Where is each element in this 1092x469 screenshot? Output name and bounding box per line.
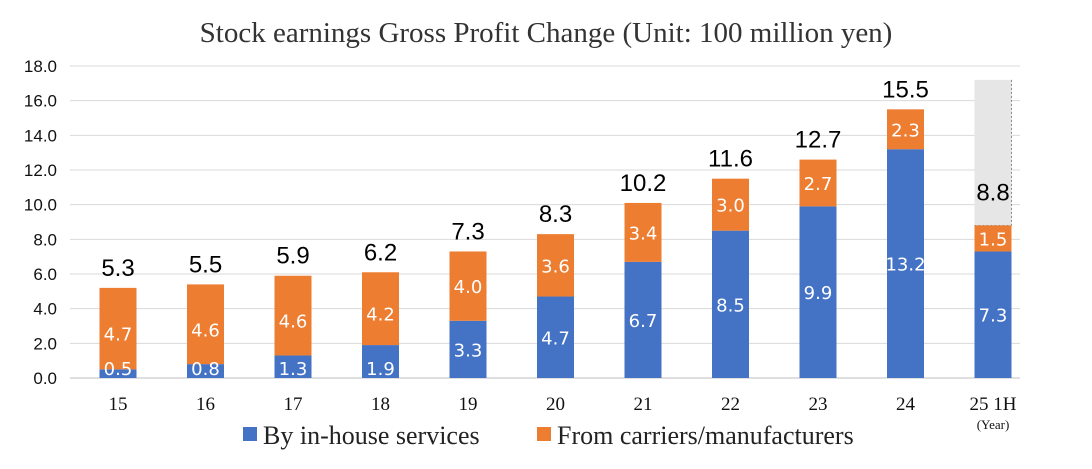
total-label: 5.9	[276, 243, 309, 270]
bar-in-house	[712, 230, 749, 378]
label-in-house: 0.5	[104, 359, 133, 380]
bar-carriers	[274, 275, 312, 356]
x-tick-label: 25 1H	[970, 394, 1017, 415]
bar-carriers	[887, 109, 924, 150]
x-tick-sublabel: (Year)	[977, 417, 1010, 432]
bar-in-house	[362, 345, 399, 378]
y-tick-label: 10.0	[24, 196, 57, 215]
label-in-house: 4.7	[541, 328, 570, 349]
label-carriers: 4.7	[104, 325, 133, 346]
bar-carriers	[99, 287, 137, 370]
y-tick-label: 0.0	[33, 369, 57, 388]
x-tick-label: 22	[721, 394, 740, 415]
label-in-house: 1.9	[366, 359, 395, 380]
y-axis-ticks: 0.0 2.0 4.0 6.0 8.0 10.0 12.0 14.0 16.0 18.0	[24, 57, 57, 388]
label-carriers: 2.7	[804, 174, 833, 195]
x-tick-label: 24	[896, 394, 916, 415]
label-carriers: 2.3	[891, 120, 920, 141]
y-tick-label: 4.0	[33, 300, 57, 319]
bars	[99, 79, 1012, 378]
bar-in-house	[537, 296, 574, 378]
chart-title: Stock earnings Gross Profit Change (Unit…	[200, 17, 893, 49]
bar-in-house	[799, 206, 837, 378]
y-tick-label: 12.0	[24, 161, 57, 180]
label-carriers: 3.0	[716, 196, 745, 217]
label-carriers: 3.6	[541, 256, 570, 277]
legend-swatch-carriers	[537, 427, 551, 441]
total-label: 7.3	[451, 218, 484, 245]
bar-in-house	[974, 251, 1012, 378]
x-tick-label: 18	[371, 394, 390, 415]
x-tick-label: 17	[284, 394, 303, 415]
total-label: 6.2	[364, 239, 397, 266]
bar-in-house	[274, 355, 312, 378]
y-tick-label: 8.0	[33, 230, 57, 249]
bar-carriers	[624, 202, 662, 262]
label-carriers: 4.2	[366, 305, 395, 326]
label-carriers: 4.0	[454, 277, 483, 298]
x-tick-label: 21	[634, 394, 653, 415]
bar-placeholder	[974, 79, 1012, 226]
label-in-house: 0.8	[191, 359, 220, 380]
bar-carriers	[537, 234, 574, 297]
total-label: 10.2	[620, 170, 667, 197]
label-in-house: 8.5	[716, 295, 745, 316]
label-in-house: 1.3	[279, 359, 308, 380]
label-in-house: 7.3	[979, 306, 1008, 327]
bar-in-house	[887, 149, 924, 378]
x-tick-label: 23	[809, 394, 828, 415]
bar-carriers	[712, 178, 749, 231]
y-tick-label: 14.0	[24, 126, 57, 145]
total-label: 5.5	[189, 251, 222, 278]
total-label: 12.7	[795, 127, 842, 154]
x-axis-ticks: 15 16 17 18 19 20 21 22 23 24 25 1H (Year)	[109, 394, 1017, 432]
total-label: 11.6	[708, 146, 753, 173]
bar-in-house	[99, 369, 137, 378]
label-carriers: 4.6	[191, 320, 220, 341]
bar-carriers	[362, 272, 399, 346]
data-labels: 0.5 4.7 5.3 0.8 4.6 5.5 1.3 4.6 5.9 1.9 4.2 6.2 3.3 4…	[101, 76, 1009, 380]
label-in-house: 6.7	[629, 311, 658, 332]
label-in-house: 3.3	[454, 340, 483, 361]
bar-in-house	[624, 261, 662, 378]
label-carriers: 1.5	[979, 229, 1008, 250]
y-tick-label: 16.0	[24, 92, 57, 111]
bar-carriers	[799, 159, 837, 207]
x-tick-label: 19	[459, 394, 478, 415]
bar-carriers	[449, 251, 487, 321]
bar-in-house	[187, 364, 224, 378]
legend-label-carriers: From carriers/manufacturers	[557, 421, 854, 450]
label-in-house: 13.2	[885, 255, 925, 276]
label-carriers: 4.6	[279, 312, 308, 333]
bar-in-house	[449, 320, 487, 378]
x-tick-label: 20	[546, 394, 565, 415]
bar-carriers	[974, 225, 1012, 252]
label-in-house: 9.9	[804, 283, 833, 304]
legend-swatch-in-house	[243, 427, 257, 441]
y-tick-label: 2.0	[33, 334, 57, 353]
x-tick-label: 15	[109, 394, 128, 415]
legend: By in-house services From carriers/manuf…	[243, 421, 854, 450]
total-label: 8.3	[539, 201, 572, 228]
y-tick-label: 18.0	[24, 57, 57, 76]
total-label: 8.8	[976, 179, 1009, 206]
bar-carriers	[187, 284, 224, 365]
label-carriers: 3.4	[629, 223, 658, 244]
total-label: 15.5	[882, 76, 929, 103]
total-label: 5.3	[101, 255, 134, 282]
legend-label-in-house: By in-house services	[263, 421, 480, 450]
y-tick-label: 6.0	[33, 265, 57, 284]
x-tick-label: 16	[196, 394, 215, 415]
